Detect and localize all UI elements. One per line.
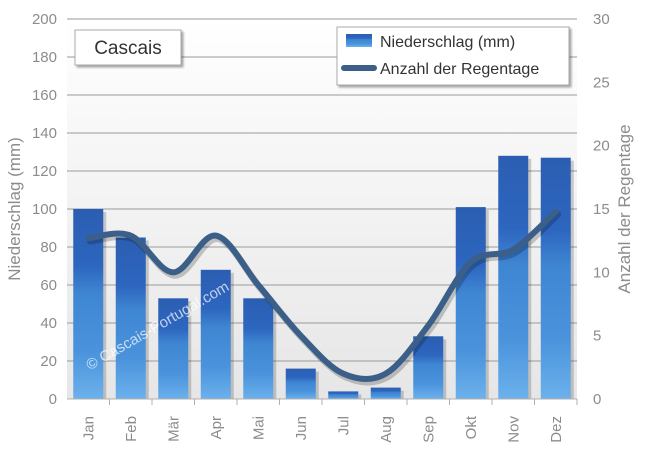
legend-swatch-bar [346,34,372,47]
y-left-tick-label: 0 [49,391,57,408]
y-left-tick-label: 60 [40,277,57,294]
bar [498,155,529,399]
y-left-tick-label: 120 [32,163,57,180]
y-left-tick-label: 160 [32,87,57,104]
x-tick-label: Jan [80,416,97,440]
line-series [85,208,562,386]
legend-label-rain-days: Anzahl der Regentage [380,61,539,78]
y-right-tick-label: 10 [593,264,610,281]
y-right-tick-label: 25 [593,74,610,91]
x-tick-label: Nov [505,416,522,443]
bar [328,391,359,399]
bar [413,336,444,399]
y-axis-right-title: Anzahl der Regentage [615,124,634,293]
bar [115,237,146,399]
y-right-tick-label: 5 [593,328,601,345]
x-tick-label: Okt [463,415,480,439]
x-tick-label: Sep [420,416,437,443]
x-tick-label: Mai [250,416,267,440]
y-left-tick-label: 200 [32,11,57,28]
y-left-tick-label: 40 [40,315,57,332]
y-right-tick-label: 15 [593,201,610,218]
legend-frame [336,26,570,86]
bar [158,298,189,399]
y-right-tick-label: 20 [593,138,610,155]
x-tick-label: Dez [548,416,565,443]
rain-days-line [85,208,559,383]
bar [285,368,316,399]
y-right-tick-label: 30 [593,11,610,28]
bar [200,269,231,399]
bar [455,207,486,399]
y-right-tick-label: 0 [593,391,601,408]
axis-ticks: 0 20 40 60 80 100 120 140 160 180 200 0 5 10 15 20 25 30 J… [32,11,610,443]
y-left-tick-label: 180 [32,49,57,66]
y-left-tick-label: 80 [40,239,57,256]
x-tick-label: Jun [293,416,310,440]
x-tick-label: Feb [123,416,140,442]
bar [370,387,401,399]
location-label: Cascais [94,38,162,59]
x-tick-label: Apr [208,416,225,439]
location-frame [74,29,182,66]
location-box: Cascais [74,29,182,66]
bar-series [73,155,574,399]
legend-label-precipitation: Niederschlag (mm) [380,34,515,51]
y-left-tick-label: 100 [32,201,57,218]
bar [243,298,274,399]
x-tick-label: Mär [165,416,182,442]
y-axis-left-title: Niederschlag (mm) [5,137,24,281]
y-left-tick-label: 140 [32,125,57,142]
x-tick-label: Aug [378,416,395,443]
x-tick-label: Jul [335,416,352,435]
legend: Niederschlag (mm) Anzahl der Regentage [336,26,570,86]
y-left-tick-label: 20 [40,353,57,370]
bar [540,157,571,399]
